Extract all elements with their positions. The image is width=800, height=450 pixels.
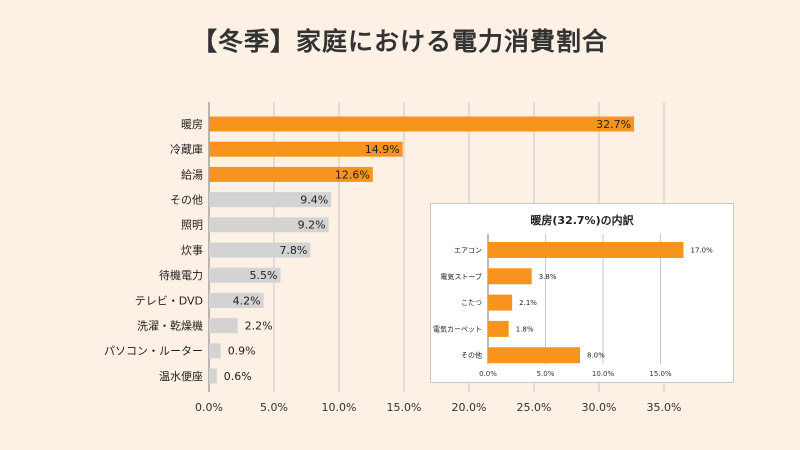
inset-category-label: その他 (461, 351, 482, 360)
main-data-label: 7.8% (279, 244, 307, 257)
inset-x-tick-label: 10.0% (592, 370, 615, 378)
main-x-tick-label: 10.0% (322, 401, 357, 414)
main-x-tick-label: 20.0% (452, 401, 487, 414)
main-bar (209, 116, 635, 132)
main-bar (209, 242, 311, 258)
inset-x-tick-label: 15.0% (649, 370, 672, 378)
inset-bar (488, 268, 532, 285)
main-data-label: 0.6% (224, 370, 252, 383)
chart-title: 【冬季】家庭における電力消費割合 (191, 27, 608, 56)
main-data-label: 14.9% (365, 143, 400, 156)
main-category-label: その他 (170, 193, 203, 206)
inset-chart-title: 暖房(32.7%)の内訳 (530, 214, 634, 227)
inset-x-tick-label: 0.0% (479, 370, 497, 378)
main-category-label: パソコン・ルーター (104, 345, 203, 358)
inset-category-label: 電気ストーブ (440, 272, 482, 281)
main-data-label: 32.7% (596, 118, 631, 131)
inset-chart-panel: 暖房(32.7%)の内訳 0.0% 5.0% 10.0% 15.0% エアコン 17.0%… (430, 203, 734, 383)
inset-category-label: エアコン (454, 246, 482, 254)
main-x-tick-label: 0.0% (195, 401, 223, 414)
inset-bar (488, 347, 580, 364)
main-category-label: 待機電力 (159, 268, 203, 282)
main-category-label: 炊事 (181, 244, 203, 257)
main-category-label: 冷蔵庫 (170, 142, 203, 156)
main-bar (209, 343, 221, 359)
main-x-tick-label: 25.0% (517, 401, 552, 414)
main-bar (209, 141, 403, 157)
inset-category-label: こたつ (461, 299, 482, 307)
inset-x-tick-label: 5.0% (537, 370, 555, 378)
inset-data-label: 8.0% (587, 352, 605, 360)
main-data-label: 2.2% (245, 319, 273, 332)
main-x-tick-label: 35.0% (647, 401, 682, 414)
main-x-tick-label: 15.0% (387, 401, 422, 414)
main-bar (209, 267, 281, 283)
main-bar (209, 368, 217, 384)
inset-bar-chart: 0.0% 5.0% 10.0% 15.0% エアコン 17.0% 電気ストーブ 3.8% こたつ… (433, 234, 714, 378)
main-category-label: テレビ・DVD (135, 294, 203, 307)
main-data-label: 9.4% (300, 193, 328, 206)
inset-data-label: 1.8% (516, 325, 534, 333)
main-x-tick-label: 5.0% (260, 401, 288, 414)
main-data-label: 0.9% (228, 345, 256, 358)
main-x-tick-label: 30.0% (582, 401, 617, 414)
inset-category-label: 電気カーペット (433, 324, 482, 333)
main-bar (209, 217, 329, 233)
main-data-label: 9.2% (298, 219, 326, 232)
main-bar (209, 318, 238, 334)
main-category-label: 洗濯・乾燥機 (137, 318, 203, 332)
inset-data-label: 2.1% (519, 299, 537, 307)
inset-bar (488, 242, 684, 258)
main-bar (209, 192, 332, 208)
main-category-label: 温水便座 (159, 369, 203, 383)
main-data-label: 12.6% (335, 168, 370, 181)
main-bar (209, 292, 264, 308)
main-bar (209, 166, 373, 182)
main-data-label: 4.2% (233, 294, 261, 307)
inset-bar (488, 320, 509, 337)
main-category-label: 暖房 (181, 118, 203, 131)
main-category-label: 照明 (181, 219, 203, 232)
main-data-label: 5.5% (250, 269, 278, 282)
inset-bar (488, 294, 513, 311)
main-category-label: 給湯 (181, 167, 203, 181)
inset-data-label: 17.0% (691, 246, 714, 254)
inset-data-label: 3.8% (539, 273, 557, 281)
